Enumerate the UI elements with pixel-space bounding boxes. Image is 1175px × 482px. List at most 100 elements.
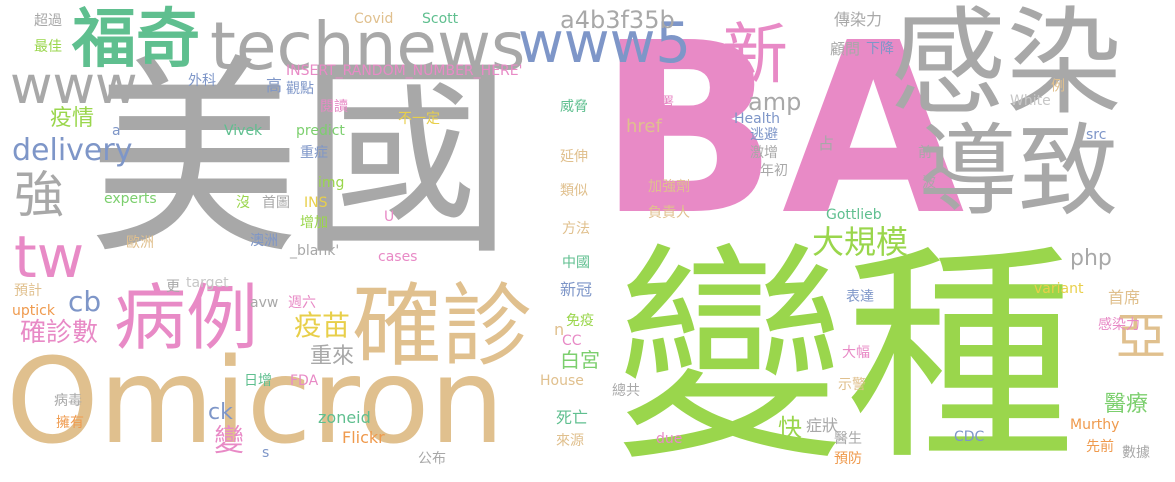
- word: 沒: [236, 195, 250, 211]
- word: php: [1070, 246, 1112, 271]
- word: cases: [378, 249, 418, 265]
- word: n: [554, 320, 565, 339]
- word: 疫苗: [294, 309, 351, 342]
- word: 來源: [556, 433, 584, 449]
- word: tw: [14, 223, 85, 291]
- word: 日增: [244, 373, 272, 389]
- word: 增加: [300, 215, 328, 231]
- word: 快: [778, 414, 802, 442]
- word: 加強劑: [648, 179, 690, 195]
- word: 確診數: [20, 318, 99, 348]
- word: 白宮: [560, 348, 600, 372]
- word: House: [540, 373, 584, 389]
- word: Omicron: [6, 332, 505, 470]
- word: due: [656, 431, 683, 447]
- word: 前: [918, 145, 932, 161]
- word: 方法: [562, 221, 590, 237]
- word: 預防: [834, 451, 862, 467]
- word: CC: [562, 333, 582, 349]
- word: 先前: [1086, 439, 1114, 455]
- word: 疫情: [50, 106, 95, 131]
- word: 亞: [1108, 310, 1166, 360]
- word: 占: [818, 134, 835, 153]
- word: 病毒: [54, 393, 82, 409]
- word: a: [112, 123, 121, 139]
- word: 中國: [562, 255, 590, 271]
- word: 免疫: [566, 313, 594, 329]
- word: 新: [722, 16, 788, 93]
- word: 福奇: [72, 3, 200, 77]
- word: 下降: [866, 41, 894, 57]
- word: 超過: [34, 13, 62, 29]
- word: 首席: [1108, 288, 1141, 307]
- word: 症狀: [806, 416, 839, 435]
- word: 年初: [760, 163, 788, 179]
- word: BA: [598, 0, 969, 267]
- word: Health: [734, 111, 780, 127]
- word: 總共: [612, 383, 640, 399]
- word: amp: [748, 88, 802, 116]
- word: technews: [210, 8, 526, 85]
- word: 重症: [300, 145, 328, 161]
- word: 延伸: [560, 149, 588, 165]
- word: 導致: [918, 113, 1118, 230]
- word: 醫生: [834, 431, 862, 447]
- word: INSERT_RANDOM_NUMBER_HERE': [286, 63, 523, 79]
- word: _blank': [290, 243, 340, 259]
- word: 最佳: [34, 39, 62, 55]
- word: 感染力: [1098, 317, 1140, 333]
- word: 觀點: [286, 81, 314, 97]
- word: 歐洲: [126, 235, 154, 251]
- word: delivery: [12, 133, 133, 168]
- word: cb: [68, 285, 102, 318]
- word: s: [262, 445, 270, 461]
- word: 擁有: [56, 415, 84, 431]
- word: 醫療: [1104, 392, 1149, 417]
- word: 週六: [288, 295, 316, 311]
- word: Vivek: [224, 123, 263, 139]
- word: src: [1086, 127, 1107, 143]
- word: img: [318, 175, 345, 191]
- word: 威脅: [560, 99, 588, 115]
- word: 公布: [418, 451, 446, 467]
- word: 大幅: [842, 345, 870, 361]
- word: href: [626, 116, 662, 137]
- word: 類似: [560, 183, 588, 199]
- word: variant: [1034, 281, 1084, 297]
- word: 確診: [352, 274, 532, 379]
- word: www: [10, 56, 138, 116]
- word: 變種: [615, 225, 1076, 482]
- word: 變: [208, 424, 243, 454]
- word: 外科: [188, 73, 216, 89]
- word: 美國: [88, 36, 512, 283]
- word: 大規模: [812, 223, 909, 261]
- word: 首圖: [262, 195, 290, 211]
- word: Flickr: [342, 428, 385, 447]
- word: 疾管署: [632, 95, 674, 111]
- word: CDC: [954, 429, 985, 445]
- word: Scott: [422, 11, 459, 27]
- word: 例: [1049, 78, 1065, 92]
- word: 新冠: [560, 280, 593, 299]
- word: U: [384, 209, 395, 225]
- word: 高: [266, 76, 283, 95]
- word: 表達: [846, 289, 874, 305]
- word: Murthy: [1070, 417, 1120, 433]
- word: 不一定: [398, 111, 440, 127]
- word: uptick: [12, 303, 55, 319]
- word: FDA: [290, 373, 319, 389]
- word: 感染: [890, 0, 1122, 131]
- word: 傳染力: [834, 10, 883, 29]
- word: 重來: [310, 344, 355, 369]
- word: 澳洲: [250, 233, 278, 249]
- word: 更: [166, 279, 180, 295]
- word: ck: [208, 400, 233, 425]
- word: 死亡: [556, 408, 589, 427]
- word: Gottlieb: [826, 207, 882, 223]
- word: 負責人: [648, 205, 690, 221]
- word: predict: [296, 123, 345, 139]
- word: Covid: [354, 11, 394, 27]
- word: experts: [104, 191, 157, 207]
- word: www5: [518, 11, 692, 76]
